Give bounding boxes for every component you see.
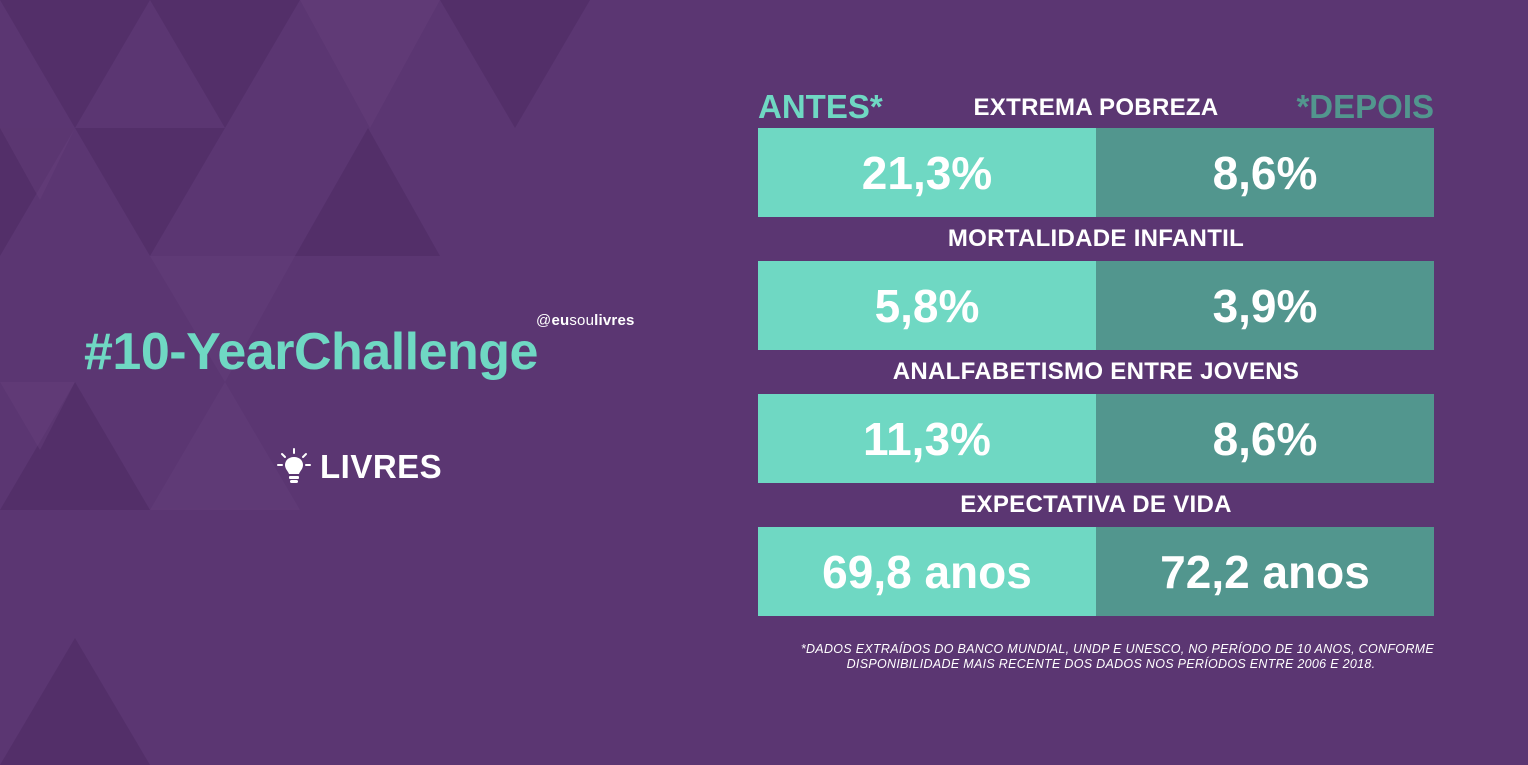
lightbulb-icon	[277, 448, 311, 483]
category-label: EXPECTATIVA DE VIDA	[960, 491, 1232, 518]
after-value: 3,9%	[1096, 261, 1434, 350]
table-row: 11,3% 8,6%	[758, 394, 1434, 483]
footnote: *DADOS EXTRAÍDOS DO BANCO MUNDIAL, UNDP …	[758, 642, 1434, 672]
footnote-line: DISPONIBILIDADE MAIS RECENTE DOS DADOS N…	[846, 657, 1376, 671]
after-value: 8,6%	[1096, 394, 1434, 483]
comparison-table: ANTES* EXTREMA POBREZA *DEPOIS 21,3% 8,6…	[758, 84, 1434, 672]
before-value: 11,3%	[758, 394, 1096, 483]
after-value: 8,6%	[1096, 128, 1434, 217]
hashtag-title: #10-YearChallenge	[84, 323, 538, 381]
table-row: 21,3% 8,6%	[758, 128, 1434, 217]
after-label: *DEPOIS	[1296, 88, 1434, 125]
brand-name: LIVRES	[320, 448, 443, 485]
before-value: 21,3%	[758, 128, 1096, 217]
table-row: 69,8 anos 72,2 anos	[758, 527, 1434, 616]
before-value: 5,8%	[758, 261, 1096, 350]
before-value: 69,8 anos	[758, 527, 1096, 616]
before-label: ANTES*	[758, 88, 883, 125]
category-label: ANALFABETISMO ENTRE JOVENS	[892, 358, 1300, 385]
table-header: ANTES* EXTREMA POBREZA *DEPOIS	[758, 84, 1434, 128]
social-handle: @eusoulivres	[536, 312, 635, 329]
category-label: EXTREMA POBREZA	[973, 94, 1219, 121]
brand-logo: LIVRES	[276, 448, 442, 486]
category-label: MORTALIDADE INFANTIL	[947, 225, 1245, 252]
after-value: 72,2 anos	[1096, 527, 1434, 616]
left-section: @eusoulivres #10-YearChallenge LIVRES	[0, 0, 740, 765]
footnote-line: *DADOS EXTRAÍDOS DO BANCO MUNDIAL, UNDP …	[800, 642, 1434, 656]
table-row: 5,8% 3,9%	[758, 261, 1434, 350]
